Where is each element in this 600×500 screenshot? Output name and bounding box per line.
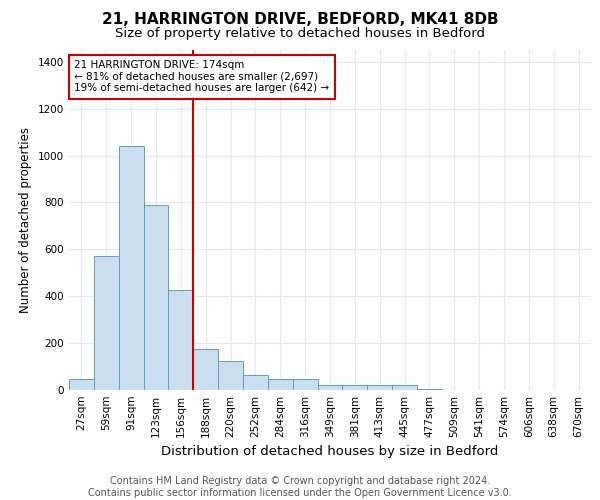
Bar — [392, 386, 417, 390]
Bar — [367, 386, 392, 390]
Bar — [243, 375, 268, 390]
Bar — [143, 205, 169, 390]
X-axis label: Distribution of detached houses by size in Bedford: Distribution of detached houses by size … — [161, 446, 499, 458]
Bar — [343, 386, 367, 390]
Y-axis label: Number of detached properties: Number of detached properties — [19, 127, 32, 313]
Bar — [193, 349, 218, 390]
Text: 21 HARRINGTON DRIVE: 174sqm
← 81% of detached houses are smaller (2,697)
19% of : 21 HARRINGTON DRIVE: 174sqm ← 81% of det… — [74, 60, 329, 94]
Bar — [69, 379, 94, 390]
Text: Size of property relative to detached houses in Bedford: Size of property relative to detached ho… — [115, 28, 485, 40]
Bar — [119, 146, 143, 390]
Text: 21, HARRINGTON DRIVE, BEDFORD, MK41 8DB: 21, HARRINGTON DRIVE, BEDFORD, MK41 8DB — [101, 12, 499, 28]
Text: Contains HM Land Registry data © Crown copyright and database right 2024.
Contai: Contains HM Land Registry data © Crown c… — [88, 476, 512, 498]
Bar — [293, 379, 317, 390]
Bar — [218, 360, 243, 390]
Bar — [268, 379, 293, 390]
Bar — [417, 389, 442, 390]
Bar — [94, 256, 119, 390]
Bar — [317, 386, 343, 390]
Bar — [169, 290, 193, 390]
